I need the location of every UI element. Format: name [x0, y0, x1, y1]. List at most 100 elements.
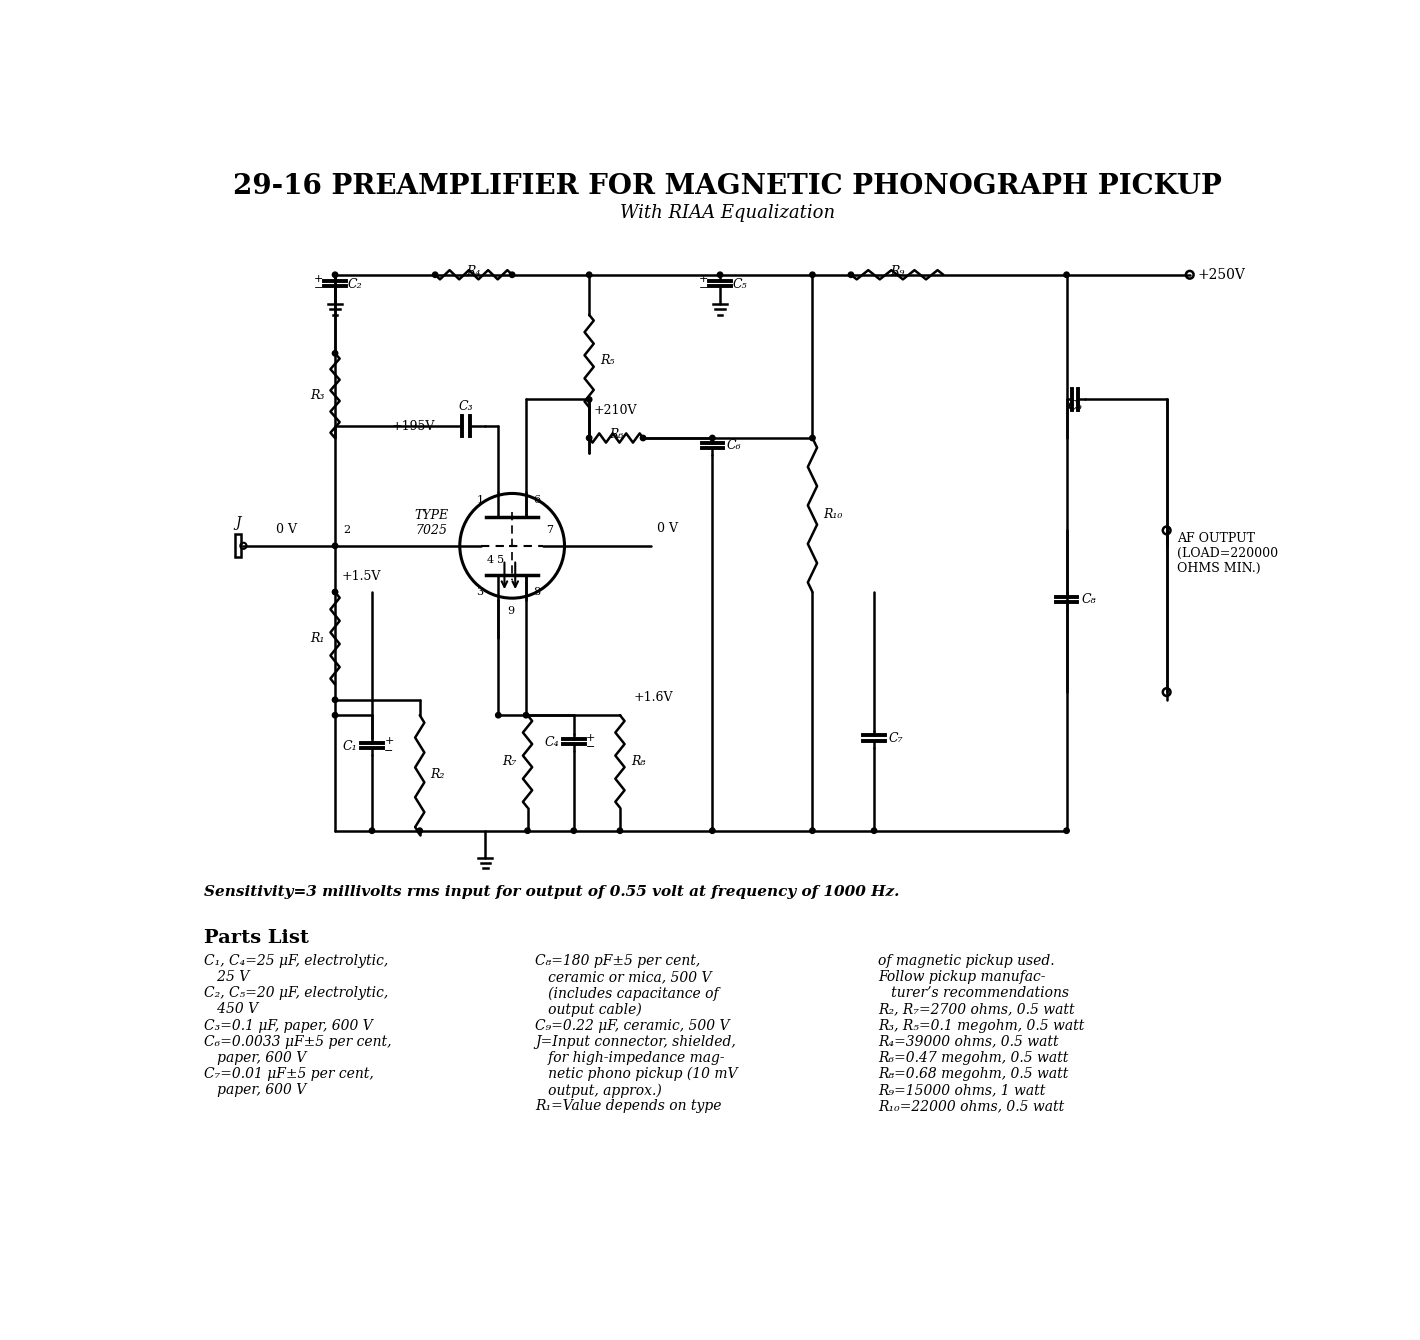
Text: C₂: C₂ [348, 277, 362, 291]
Text: R₁₀: R₁₀ [824, 508, 842, 521]
Circle shape [1064, 272, 1069, 277]
Text: of magnetic pickup used.: of magnetic pickup used. [878, 954, 1055, 967]
Text: +210V: +210V [594, 405, 638, 417]
Text: C₅: C₅ [733, 277, 747, 291]
Text: 6: 6 [534, 494, 541, 505]
Text: paper, 600 V: paper, 600 V [204, 1051, 307, 1065]
Text: C₇=0.01 μF±5 per cent,: C₇=0.01 μF±5 per cent, [204, 1067, 373, 1081]
Circle shape [332, 713, 338, 718]
Circle shape [332, 543, 338, 548]
Circle shape [332, 351, 338, 356]
Text: −: − [314, 283, 322, 293]
Circle shape [717, 272, 723, 277]
Circle shape [640, 436, 646, 441]
Text: R₆: R₆ [609, 427, 623, 441]
Text: With RIAA Equalization: With RIAA Equalization [621, 204, 835, 222]
Text: +: + [314, 275, 322, 284]
Circle shape [1064, 828, 1069, 833]
Text: +1.6V: +1.6V [633, 691, 673, 705]
Text: +1.5V: +1.5V [341, 570, 381, 583]
Text: 1: 1 [476, 494, 483, 505]
Text: 0 V: 0 V [275, 523, 297, 536]
Text: R₂: R₂ [430, 768, 444, 781]
Text: C₆: C₆ [727, 440, 741, 452]
Text: 9: 9 [507, 606, 514, 616]
Text: 450 V: 450 V [204, 1002, 258, 1017]
Circle shape [332, 697, 338, 702]
Circle shape [586, 436, 592, 441]
Text: Sensitivity=3 millivolts rms input for output of 0.55 volt at frequency of 1000 : Sensitivity=3 millivolts rms input for o… [204, 884, 899, 899]
Circle shape [332, 272, 338, 277]
Text: +195V: +195V [392, 419, 435, 433]
Text: C₉: C₉ [1068, 401, 1082, 413]
Text: turer’s recommendations: turer’s recommendations [878, 986, 1069, 1000]
Text: netic phono pickup (10 mV: netic phono pickup (10 mV [535, 1067, 738, 1081]
Text: ceramic or mica, 500 V: ceramic or mica, 500 V [535, 970, 711, 984]
Text: C₈: C₈ [1081, 594, 1096, 606]
Circle shape [872, 828, 876, 833]
Text: 4: 4 [487, 555, 494, 564]
Text: R₅: R₅ [599, 355, 615, 367]
Circle shape [433, 272, 437, 277]
Text: output cable): output cable) [535, 1002, 642, 1017]
Text: (includes capacitance of: (includes capacitance of [535, 986, 719, 1001]
Text: paper, 600 V: paper, 600 V [204, 1083, 307, 1097]
Text: C₉=0.22 μF, ceramic, 500 V: C₉=0.22 μF, ceramic, 500 V [535, 1018, 730, 1033]
Circle shape [524, 713, 528, 718]
Circle shape [369, 828, 375, 833]
Text: −: − [586, 742, 595, 752]
Text: R₉: R₉ [890, 265, 905, 277]
Text: R₄: R₄ [466, 265, 481, 277]
Text: 8: 8 [534, 587, 541, 598]
Text: J: J [236, 516, 241, 531]
Text: 25 V: 25 V [204, 970, 250, 984]
Circle shape [809, 272, 815, 277]
Text: R₈=0.68 megohm, 0.5 watt: R₈=0.68 megohm, 0.5 watt [878, 1067, 1068, 1081]
Circle shape [417, 828, 422, 833]
Text: C₁, C₄=25 μF, electrolytic,: C₁, C₄=25 μF, electrolytic, [204, 954, 389, 967]
Text: 29-16 PREAMPLIFIER FOR MAGNETIC PHONOGRAPH PICKUP: 29-16 PREAMPLIFIER FOR MAGNETIC PHONOGRA… [233, 173, 1223, 200]
Circle shape [586, 272, 592, 277]
Text: −: − [699, 283, 707, 293]
Text: −: − [385, 745, 393, 756]
Text: C₈=180 pF±5 per cent,: C₈=180 pF±5 per cent, [535, 954, 700, 967]
Text: R₇: R₇ [503, 754, 517, 768]
Circle shape [618, 828, 622, 833]
Text: R₄=39000 ohms, 0.5 watt: R₄=39000 ohms, 0.5 watt [878, 1034, 1058, 1049]
Text: for high-impedance mag-: for high-impedance mag- [535, 1051, 724, 1065]
Text: R₉=15000 ohms, 1 watt: R₉=15000 ohms, 1 watt [878, 1083, 1045, 1097]
Text: TYPE
7025: TYPE 7025 [415, 509, 449, 537]
Text: Parts List: Parts List [204, 929, 310, 947]
Circle shape [710, 436, 716, 441]
Circle shape [809, 436, 815, 441]
Text: 3: 3 [476, 587, 483, 598]
Circle shape [710, 828, 716, 833]
Text: R₁₀=22000 ohms, 0.5 watt: R₁₀=22000 ohms, 0.5 watt [878, 1099, 1064, 1114]
Text: 0 V: 0 V [657, 523, 677, 535]
Text: R₂, R₇=2700 ohms, 0.5 watt: R₂, R₇=2700 ohms, 0.5 watt [878, 1002, 1075, 1017]
Text: 5: 5 [497, 555, 504, 564]
Text: 2: 2 [342, 525, 349, 535]
Text: R₁: R₁ [310, 631, 324, 645]
Text: R₁=Value depends on type: R₁=Value depends on type [535, 1099, 721, 1114]
Circle shape [525, 828, 530, 833]
Text: C₆=0.0033 μF±5 per cent,: C₆=0.0033 μF±5 per cent, [204, 1034, 392, 1049]
Circle shape [848, 272, 853, 277]
Text: C₂, C₅=20 μF, electrolytic,: C₂, C₅=20 μF, electrolytic, [204, 986, 389, 1000]
Text: C₇: C₇ [889, 732, 903, 745]
Text: J=Input connector, shielded,: J=Input connector, shielded, [535, 1034, 736, 1049]
Text: 7: 7 [547, 525, 552, 535]
Text: C₃: C₃ [459, 399, 473, 413]
Circle shape [510, 272, 515, 277]
Circle shape [332, 590, 338, 595]
Text: C₄: C₄ [544, 736, 559, 749]
Text: C₃=0.1 μF, paper, 600 V: C₃=0.1 μF, paper, 600 V [204, 1018, 373, 1033]
Bar [234, 535, 241, 557]
Text: AF OUTPUT
(LOAD=220000
OHMS MIN.): AF OUTPUT (LOAD=220000 OHMS MIN.) [1177, 532, 1278, 575]
Circle shape [586, 397, 592, 402]
Text: +: + [699, 275, 707, 284]
Text: R₃, R₅=0.1 megohm, 0.5 watt: R₃, R₅=0.1 megohm, 0.5 watt [878, 1018, 1085, 1033]
Text: R₃: R₃ [310, 389, 324, 402]
Text: C₁: C₁ [342, 740, 358, 753]
Text: +: + [586, 733, 595, 742]
